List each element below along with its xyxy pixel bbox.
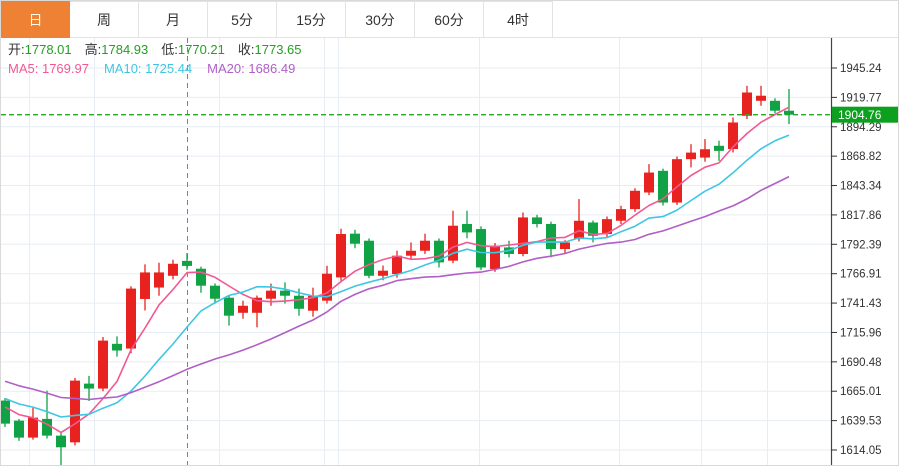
candle[interactable] xyxy=(448,210,458,264)
candle[interactable] xyxy=(210,283,220,304)
price-axis-label: 1894.29 xyxy=(840,122,882,134)
price-axis-label: 1665.01 xyxy=(840,386,882,398)
candle[interactable] xyxy=(406,242,416,259)
candle[interactable] xyxy=(224,295,234,326)
candle[interactable] xyxy=(1,398,10,427)
candle[interactable] xyxy=(56,431,66,466)
candle[interactable] xyxy=(70,377,80,446)
candle[interactable] xyxy=(476,226,486,271)
svg-text:1904.76: 1904.76 xyxy=(838,108,882,122)
candle[interactable] xyxy=(644,164,654,196)
price-axis-label: 1690.48 xyxy=(840,357,882,369)
tab-timeframe-3[interactable]: 5分 xyxy=(208,1,277,38)
candle[interactable] xyxy=(168,259,178,280)
candle[interactable] xyxy=(140,264,150,311)
candlestick-chart-canvas[interactable]: 1945.24 1919.77 1894.29 1868.82 1843.34 1817.… xyxy=(1,38,898,466)
candle[interactable] xyxy=(182,252,192,270)
tab-timeframe-2[interactable]: 月 xyxy=(139,1,208,38)
candle[interactable] xyxy=(84,375,94,401)
candle[interactable] xyxy=(112,336,122,357)
candle[interactable] xyxy=(616,205,626,224)
candle[interactable] xyxy=(28,407,38,440)
ma10-line xyxy=(4,134,790,418)
candle[interactable] xyxy=(770,98,780,114)
candle[interactable] xyxy=(630,188,640,212)
grid-lines xyxy=(1,38,831,465)
timeframe-tabbar: 日周月 5分 15分 30分 60分 4时 xyxy=(1,1,898,38)
candle[interactable] xyxy=(518,212,528,257)
price-axis-label: 1715.96 xyxy=(840,327,882,339)
candlesticks xyxy=(1,85,794,466)
candle[interactable] xyxy=(308,287,318,317)
candle[interactable] xyxy=(154,262,164,296)
candle[interactable] xyxy=(714,140,724,161)
candle[interactable] xyxy=(350,229,360,249)
price-axis-label: 1919.77 xyxy=(840,92,882,104)
price-axis-label: 1639.53 xyxy=(840,416,882,428)
price-axis-label: 1945.24 xyxy=(840,63,882,75)
candle[interactable] xyxy=(700,139,710,162)
price-axis-label: 1614.05 xyxy=(840,445,882,457)
price-axis-label: 1766.91 xyxy=(840,269,882,281)
candle[interactable] xyxy=(434,238,444,268)
candle[interactable] xyxy=(364,238,374,279)
tab-timeframe-6[interactable]: 60分 xyxy=(415,1,484,38)
candle[interactable] xyxy=(490,243,500,272)
candle[interactable] xyxy=(756,85,766,106)
price-axis-label: 1817.86 xyxy=(840,210,882,222)
candle[interactable] xyxy=(686,144,696,168)
candle[interactable] xyxy=(42,390,52,439)
candle[interactable] xyxy=(336,228,346,281)
price-axis-label: 1843.34 xyxy=(840,181,882,193)
price-axis-label: 1741.43 xyxy=(840,298,882,310)
current-price-tag: 1904.76 xyxy=(832,106,898,123)
price-axis: 1945.24 1919.77 1894.29 1868.82 1843.34 1817.… xyxy=(830,38,882,465)
tab-timeframe-4[interactable]: 15分 xyxy=(277,1,346,38)
tab-timeframe-7[interactable]: 4时 xyxy=(484,1,553,38)
candle[interactable] xyxy=(98,337,108,392)
tab-timeframe-5[interactable]: 30分 xyxy=(346,1,415,38)
candle[interactable] xyxy=(420,233,430,254)
candle[interactable] xyxy=(126,286,136,354)
price-axis-label: 1868.82 xyxy=(840,151,882,163)
candle[interactable] xyxy=(14,418,24,441)
candle[interactable] xyxy=(280,282,290,304)
candle[interactable] xyxy=(546,221,556,258)
ma20-line xyxy=(4,175,790,401)
tab-timeframe-1[interactable]: 周 xyxy=(70,1,139,38)
ma5-line xyxy=(4,106,790,434)
candle[interactable] xyxy=(196,266,206,293)
candle[interactable] xyxy=(462,210,472,239)
tabbar-filler xyxy=(553,1,898,38)
candle[interactable] xyxy=(672,156,682,205)
candle[interactable] xyxy=(238,300,248,319)
candle[interactable] xyxy=(784,89,794,125)
candle[interactable] xyxy=(742,85,752,120)
chart-area[interactable]: 1945.24 1919.77 1894.29 1868.82 1843.34 1817.… xyxy=(1,38,898,466)
price-axis-label: 1792.39 xyxy=(840,239,882,251)
candle[interactable] xyxy=(532,214,542,228)
tab-timeframe-0[interactable]: 日 xyxy=(1,1,70,38)
